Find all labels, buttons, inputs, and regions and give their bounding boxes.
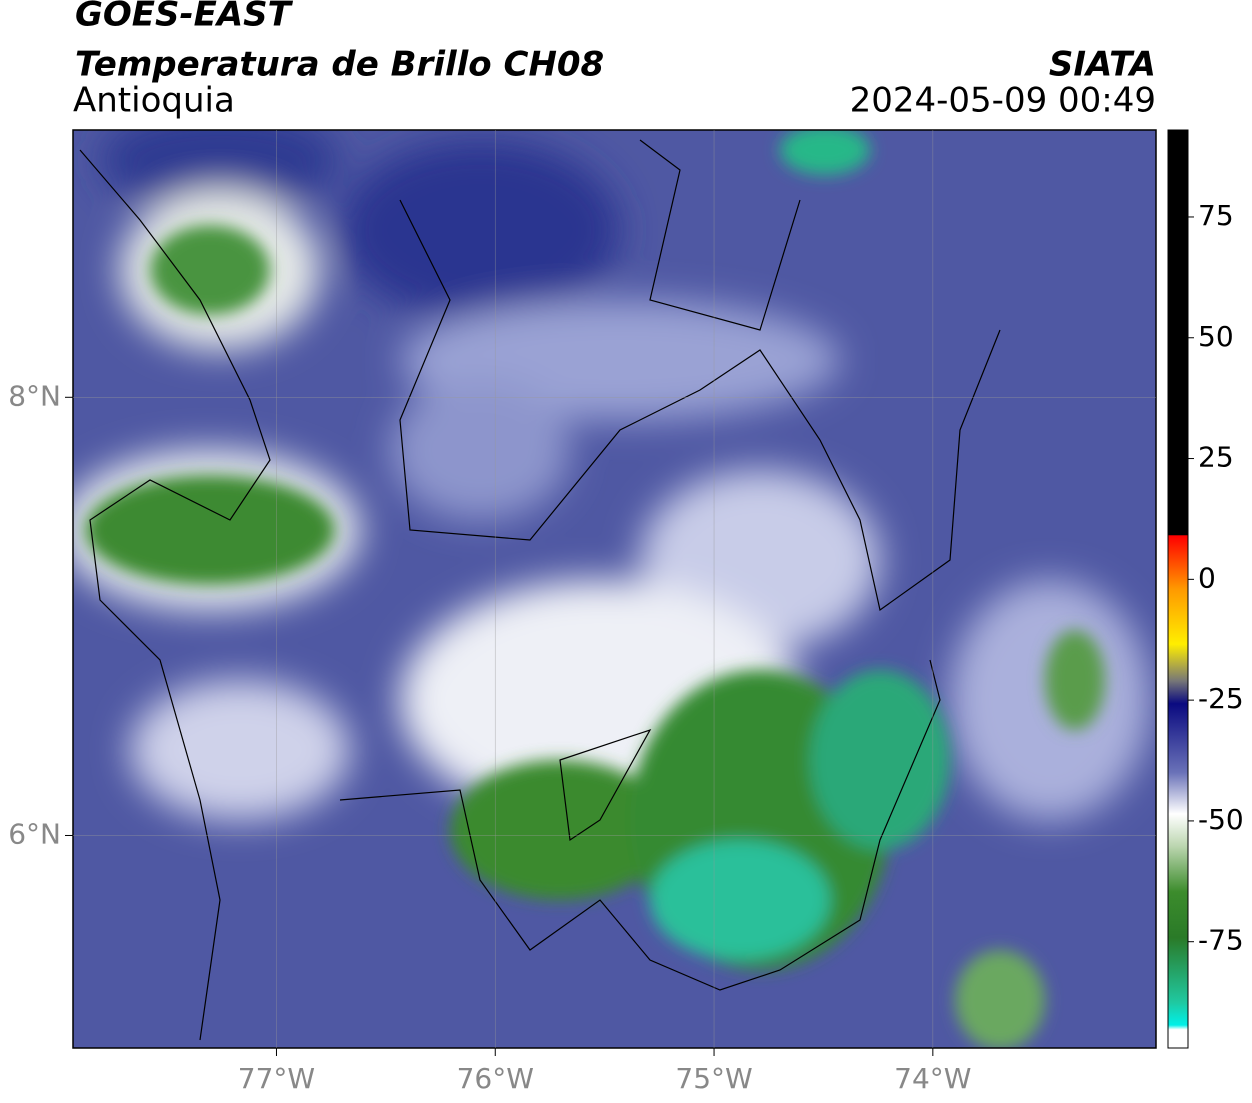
y-tick-label: 6°N <box>8 817 61 850</box>
colorbar-tick-label: -75 <box>1198 924 1244 957</box>
colorbar-tick-label: 25 <box>1198 441 1234 474</box>
x-tick-label: 77°W <box>238 1062 315 1095</box>
subtitle: Temperatura de Brillo CH08 <box>75 45 604 85</box>
colorbar-tick-label: 75 <box>1198 199 1234 232</box>
source: SIATA <box>1049 45 1156 85</box>
satellite-image <box>73 130 1156 1048</box>
x-tick-label: 76°W <box>457 1062 534 1095</box>
datetime: 2024-05-09 00:49 <box>850 81 1156 121</box>
colorbar-tick-label: 50 <box>1198 320 1234 353</box>
map-frame <box>72 129 1157 1049</box>
colorbar-tick-label: -50 <box>1198 803 1244 836</box>
x-tick-label: 75°W <box>675 1062 752 1095</box>
region: Antioquia <box>73 81 235 121</box>
colorbar-tick-label: 0 <box>1198 561 1216 594</box>
x-tick-label: 74°W <box>894 1062 971 1095</box>
y-tick-label: 8°N <box>8 379 61 412</box>
colorbar <box>1167 129 1189 1049</box>
colorbar-tick-label: -25 <box>1198 682 1244 715</box>
title: GOES-EAST <box>75 0 294 35</box>
